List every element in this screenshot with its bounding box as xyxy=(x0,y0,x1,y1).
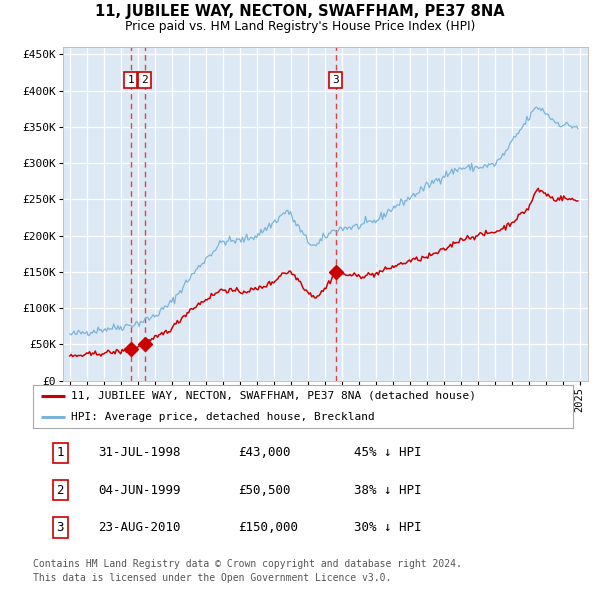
Text: £43,000: £43,000 xyxy=(238,447,290,460)
Text: Contains HM Land Registry data © Crown copyright and database right 2024.: Contains HM Land Registry data © Crown c… xyxy=(33,559,462,569)
Text: 3: 3 xyxy=(56,521,64,534)
Text: 04-JUN-1999: 04-JUN-1999 xyxy=(98,484,181,497)
Text: 45% ↓ HPI: 45% ↓ HPI xyxy=(354,447,422,460)
Text: 30% ↓ HPI: 30% ↓ HPI xyxy=(354,521,422,534)
Text: Price paid vs. HM Land Registry's House Price Index (HPI): Price paid vs. HM Land Registry's House … xyxy=(125,20,475,33)
Text: 3: 3 xyxy=(332,75,339,85)
Text: 23-AUG-2010: 23-AUG-2010 xyxy=(98,521,181,534)
Text: £50,500: £50,500 xyxy=(238,484,290,497)
Text: 1: 1 xyxy=(127,75,134,85)
Text: 11, JUBILEE WAY, NECTON, SWAFFHAM, PE37 8NA: 11, JUBILEE WAY, NECTON, SWAFFHAM, PE37 … xyxy=(95,4,505,19)
Text: HPI: Average price, detached house, Breckland: HPI: Average price, detached house, Brec… xyxy=(71,412,374,422)
Text: 11, JUBILEE WAY, NECTON, SWAFFHAM, PE37 8NA (detached house): 11, JUBILEE WAY, NECTON, SWAFFHAM, PE37 … xyxy=(71,391,476,401)
Text: £150,000: £150,000 xyxy=(238,521,298,534)
Text: 2: 2 xyxy=(142,75,148,85)
Text: 1: 1 xyxy=(56,447,64,460)
Text: 31-JUL-1998: 31-JUL-1998 xyxy=(98,447,181,460)
Text: This data is licensed under the Open Government Licence v3.0.: This data is licensed under the Open Gov… xyxy=(33,573,391,584)
Text: 38% ↓ HPI: 38% ↓ HPI xyxy=(354,484,422,497)
Text: 2: 2 xyxy=(56,484,64,497)
